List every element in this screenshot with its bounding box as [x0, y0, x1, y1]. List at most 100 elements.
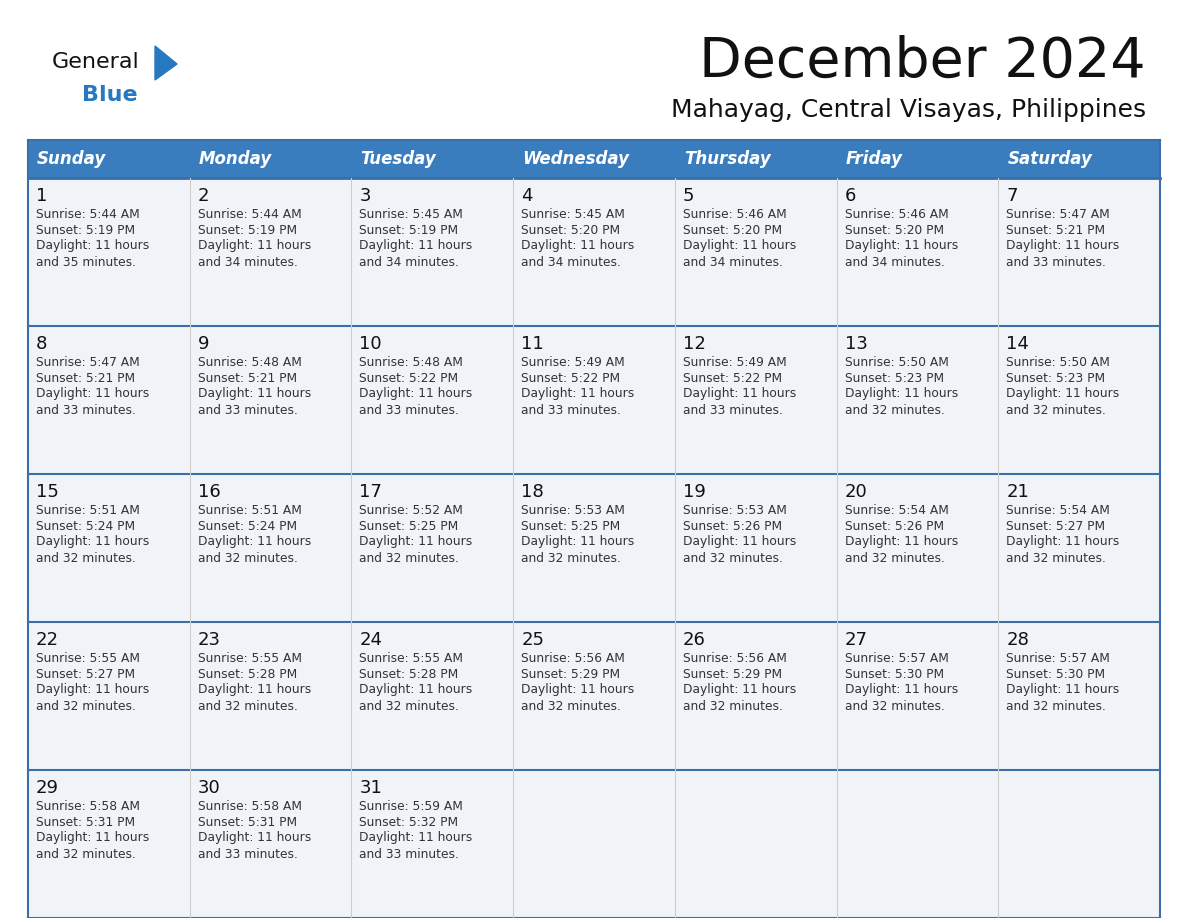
Text: Sunrise: 5:48 AM: Sunrise: 5:48 AM: [197, 355, 302, 368]
Bar: [513, 770, 675, 918]
Text: Sunset: 5:22 PM: Sunset: 5:22 PM: [360, 372, 459, 385]
Text: 18: 18: [522, 483, 544, 501]
Text: Sunset: 5:22 PM: Sunset: 5:22 PM: [683, 372, 782, 385]
Text: Saturday: Saturday: [1007, 150, 1092, 168]
Text: 5: 5: [683, 187, 694, 205]
Text: Daylight: 11 hours: Daylight: 11 hours: [197, 535, 311, 548]
Text: Daylight: 11 hours: Daylight: 11 hours: [845, 535, 958, 548]
Text: Sunset: 5:22 PM: Sunset: 5:22 PM: [522, 372, 620, 385]
Bar: [190, 326, 352, 474]
Text: Sunrise: 5:48 AM: Sunrise: 5:48 AM: [360, 355, 463, 368]
Text: Sunset: 5:21 PM: Sunset: 5:21 PM: [197, 372, 297, 385]
Text: Sunset: 5:26 PM: Sunset: 5:26 PM: [683, 520, 782, 532]
Text: Sunrise: 5:49 AM: Sunrise: 5:49 AM: [522, 355, 625, 368]
Text: Daylight: 11 hours: Daylight: 11 hours: [522, 535, 634, 548]
Text: 10: 10: [360, 335, 383, 353]
Text: Sunrise: 5:56 AM: Sunrise: 5:56 AM: [683, 652, 786, 665]
Text: Sunset: 5:28 PM: Sunset: 5:28 PM: [360, 667, 459, 680]
Text: Daylight: 11 hours: Daylight: 11 hours: [36, 684, 150, 697]
Text: and 32 minutes.: and 32 minutes.: [522, 552, 621, 565]
Text: 23: 23: [197, 631, 221, 649]
Text: Daylight: 11 hours: Daylight: 11 hours: [360, 387, 473, 400]
Text: Sunrise: 5:57 AM: Sunrise: 5:57 AM: [845, 652, 948, 665]
Text: General: General: [52, 52, 140, 72]
Bar: [352, 770, 513, 918]
Text: Sunrise: 5:44 AM: Sunrise: 5:44 AM: [36, 207, 140, 220]
Text: Daylight: 11 hours: Daylight: 11 hours: [683, 684, 796, 697]
Text: Sunrise: 5:57 AM: Sunrise: 5:57 AM: [1006, 652, 1110, 665]
Text: Sunset: 5:19 PM: Sunset: 5:19 PM: [360, 223, 459, 237]
Text: Daylight: 11 hours: Daylight: 11 hours: [845, 240, 958, 252]
Text: Sunrise: 5:44 AM: Sunrise: 5:44 AM: [197, 207, 302, 220]
Bar: [675, 178, 836, 326]
Text: Sunset: 5:20 PM: Sunset: 5:20 PM: [845, 223, 943, 237]
Bar: [836, 474, 998, 622]
Text: and 34 minutes.: and 34 minutes.: [522, 255, 621, 268]
Text: and 32 minutes.: and 32 minutes.: [36, 552, 135, 565]
Bar: [190, 770, 352, 918]
Text: Sunrise: 5:52 AM: Sunrise: 5:52 AM: [360, 503, 463, 517]
Text: Sunrise: 5:51 AM: Sunrise: 5:51 AM: [197, 503, 302, 517]
Text: Daylight: 11 hours: Daylight: 11 hours: [522, 387, 634, 400]
Text: 30: 30: [197, 779, 221, 797]
Text: Friday: Friday: [846, 150, 903, 168]
Text: Sunset: 5:20 PM: Sunset: 5:20 PM: [683, 223, 782, 237]
Text: Daylight: 11 hours: Daylight: 11 hours: [36, 832, 150, 845]
Text: Sunset: 5:23 PM: Sunset: 5:23 PM: [1006, 372, 1105, 385]
Bar: [190, 140, 352, 178]
Text: Daylight: 11 hours: Daylight: 11 hours: [360, 832, 473, 845]
Text: Sunset: 5:26 PM: Sunset: 5:26 PM: [845, 520, 943, 532]
Text: Daylight: 11 hours: Daylight: 11 hours: [845, 684, 958, 697]
Text: Monday: Monday: [198, 150, 272, 168]
Text: 1: 1: [36, 187, 48, 205]
Text: Sunrise: 5:51 AM: Sunrise: 5:51 AM: [36, 503, 140, 517]
Text: Sunday: Sunday: [37, 150, 106, 168]
Text: Sunrise: 5:46 AM: Sunrise: 5:46 AM: [845, 207, 948, 220]
Text: and 32 minutes.: and 32 minutes.: [845, 700, 944, 712]
Text: 28: 28: [1006, 631, 1029, 649]
Text: Thursday: Thursday: [684, 150, 771, 168]
Text: Sunrise: 5:55 AM: Sunrise: 5:55 AM: [360, 652, 463, 665]
Text: and 32 minutes.: and 32 minutes.: [845, 552, 944, 565]
Bar: [513, 140, 675, 178]
Text: and 33 minutes.: and 33 minutes.: [36, 404, 135, 417]
Text: and 35 minutes.: and 35 minutes.: [36, 255, 135, 268]
Bar: [352, 474, 513, 622]
Text: Daylight: 11 hours: Daylight: 11 hours: [197, 684, 311, 697]
Bar: [998, 178, 1159, 326]
Text: Sunrise: 5:47 AM: Sunrise: 5:47 AM: [1006, 207, 1110, 220]
Text: Sunrise: 5:49 AM: Sunrise: 5:49 AM: [683, 355, 786, 368]
Text: and 32 minutes.: and 32 minutes.: [360, 552, 460, 565]
Text: Sunset: 5:19 PM: Sunset: 5:19 PM: [197, 223, 297, 237]
Text: 22: 22: [36, 631, 59, 649]
Text: Daylight: 11 hours: Daylight: 11 hours: [360, 684, 473, 697]
Bar: [352, 622, 513, 770]
Text: 15: 15: [36, 483, 59, 501]
Text: 20: 20: [845, 483, 867, 501]
Text: 2: 2: [197, 187, 209, 205]
Text: Sunset: 5:25 PM: Sunset: 5:25 PM: [360, 520, 459, 532]
Text: Sunrise: 5:54 AM: Sunrise: 5:54 AM: [845, 503, 948, 517]
Text: and 32 minutes.: and 32 minutes.: [683, 552, 783, 565]
Text: and 32 minutes.: and 32 minutes.: [197, 700, 297, 712]
Text: Sunrise: 5:50 AM: Sunrise: 5:50 AM: [1006, 355, 1110, 368]
Bar: [190, 622, 352, 770]
Text: 19: 19: [683, 483, 706, 501]
Text: Sunset: 5:30 PM: Sunset: 5:30 PM: [845, 667, 943, 680]
Text: and 33 minutes.: and 33 minutes.: [1006, 255, 1106, 268]
Bar: [29, 770, 190, 918]
Text: Sunset: 5:31 PM: Sunset: 5:31 PM: [197, 815, 297, 829]
Text: Daylight: 11 hours: Daylight: 11 hours: [197, 387, 311, 400]
Text: and 34 minutes.: and 34 minutes.: [360, 255, 460, 268]
Bar: [29, 178, 190, 326]
Text: 9: 9: [197, 335, 209, 353]
Text: Daylight: 11 hours: Daylight: 11 hours: [683, 387, 796, 400]
Text: Daylight: 11 hours: Daylight: 11 hours: [197, 832, 311, 845]
Text: Sunset: 5:20 PM: Sunset: 5:20 PM: [522, 223, 620, 237]
Text: and 32 minutes.: and 32 minutes.: [845, 404, 944, 417]
Polygon shape: [154, 46, 177, 80]
Text: Sunrise: 5:53 AM: Sunrise: 5:53 AM: [522, 503, 625, 517]
Text: and 32 minutes.: and 32 minutes.: [683, 700, 783, 712]
Text: Mahayag, Central Visayas, Philippines: Mahayag, Central Visayas, Philippines: [671, 98, 1146, 122]
Text: 4: 4: [522, 187, 532, 205]
